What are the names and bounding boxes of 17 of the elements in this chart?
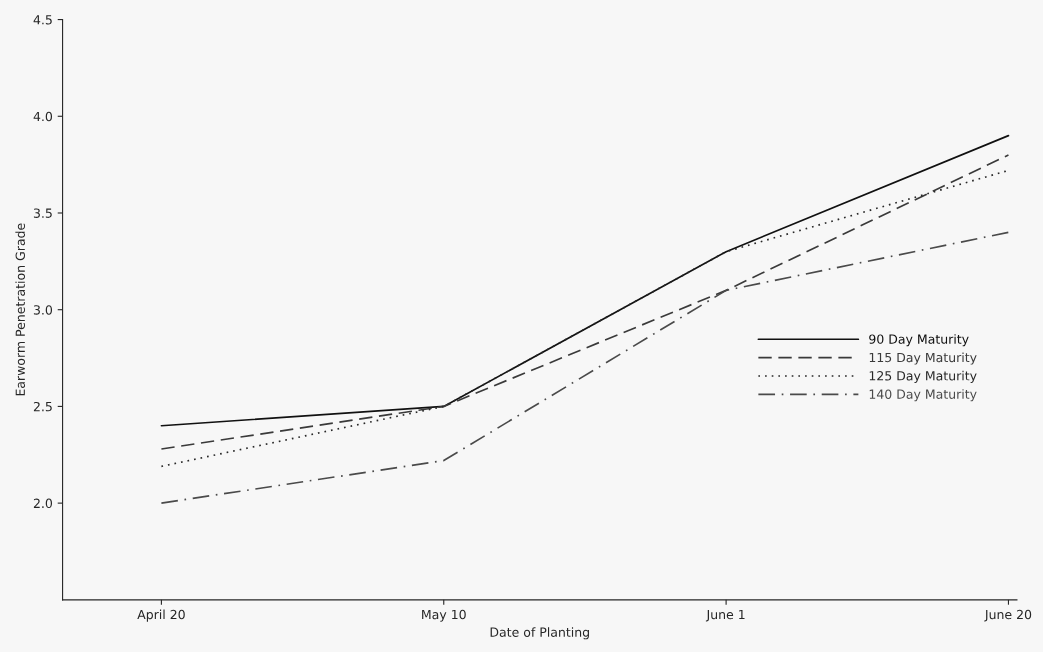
- x-tick-label: April 20: [137, 609, 185, 622]
- y-tick-label: 3.5: [33, 208, 52, 218]
- y-tick-label: 4.5: [33, 15, 52, 25]
- y-tick-label: 3.0: [33, 305, 53, 315]
- y-tick-label: 2.5: [33, 401, 52, 412]
- y-tick-label: 2.0: [33, 498, 53, 509]
- text: 90 Day Maturity: [869, 334, 969, 347]
- line-series: [160, 231, 1010, 504]
- x-tick-label: June 20: [984, 609, 1032, 622]
- text: 115 Day Maturity: [869, 352, 977, 365]
- x-axis-title: Date of Planting: [490, 627, 589, 640]
- x-tick-label: June 1: [705, 609, 745, 622]
- y-axis-title: Earworm Penetration Grade: [15, 223, 25, 396]
- y-tick-label: 4.0: [33, 111, 53, 122]
- x-tick-label: May 10: [422, 609, 466, 622]
- text: 125 Day Maturity: [869, 370, 977, 383]
- text: 140 Day Maturity: [869, 389, 977, 402]
